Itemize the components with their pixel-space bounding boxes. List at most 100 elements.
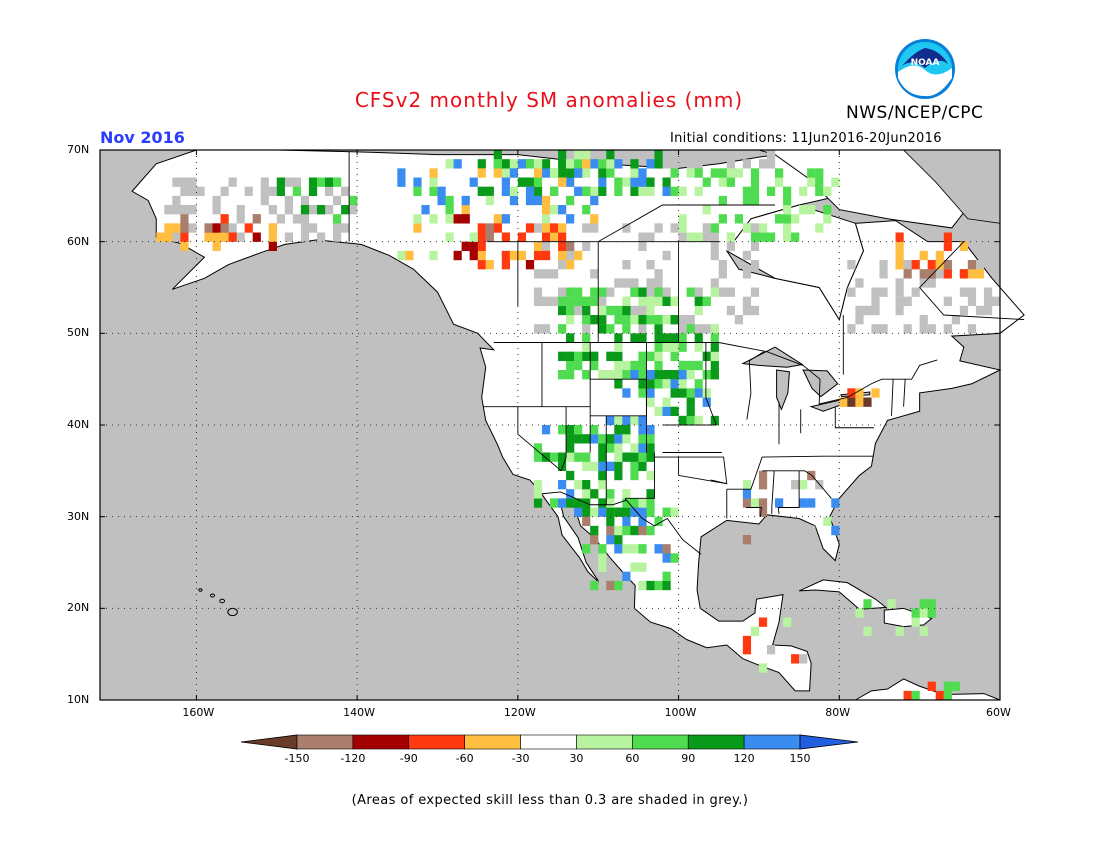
wet-anomaly-cell xyxy=(590,315,599,325)
wet-anomaly-cell xyxy=(598,544,607,554)
low-skill-patch xyxy=(638,305,647,316)
low-skill-patch xyxy=(718,269,727,279)
wet-anomaly-cell xyxy=(927,599,936,609)
dry-anomaly-cell xyxy=(164,223,173,233)
wet-anomaly-cell xyxy=(702,370,711,380)
wet-anomaly-cell xyxy=(533,452,543,462)
low-skill-patch xyxy=(268,186,277,197)
political-border-9 xyxy=(590,378,647,417)
low-skill-patch xyxy=(308,223,318,233)
low-skill-patch xyxy=(188,205,197,215)
mixed-anomaly-cell xyxy=(935,690,944,701)
wet-anomaly-cell xyxy=(638,360,647,371)
wet-anomaly-cell xyxy=(606,498,615,508)
wet-anomaly-cell xyxy=(622,388,631,398)
wet-anomaly-cell xyxy=(590,507,599,517)
political-border-14 xyxy=(678,456,728,485)
low-skill-patch xyxy=(718,287,727,297)
dry-anomaly-cell xyxy=(493,223,502,233)
dry-anomaly-cell xyxy=(935,260,944,270)
political-border-29 xyxy=(891,379,894,416)
wet-anomaly-cell xyxy=(276,186,285,197)
wet-anomaly-cell xyxy=(646,351,655,362)
wet-anomaly-cell xyxy=(654,544,663,554)
low-skill-patch xyxy=(188,223,197,233)
wet-anomaly-cell xyxy=(614,470,623,481)
wet-anomaly-cell xyxy=(654,296,663,307)
dry-anomaly-cell xyxy=(525,223,535,233)
political-border-11 xyxy=(625,452,655,501)
wet-anomaly-cell xyxy=(558,461,567,472)
mixed-anomaly-cell xyxy=(429,250,438,261)
mixed-anomaly-cell xyxy=(429,177,438,187)
low-skill-patch xyxy=(541,324,551,334)
low-skill-patch xyxy=(903,296,912,307)
low-skill-patch xyxy=(172,177,181,187)
dry-anomaly-cell xyxy=(911,260,920,270)
dry-anomaly-cell xyxy=(268,223,277,233)
wet-anomaly-cell xyxy=(630,562,639,572)
wet-anomaly-cell xyxy=(750,186,760,197)
wet-anomaly-cell xyxy=(582,150,591,160)
low-skill-patch xyxy=(983,296,993,307)
mixed-anomaly-cell xyxy=(775,498,784,508)
wet-anomaly-cell xyxy=(517,159,527,169)
low-skill-patch xyxy=(855,315,864,325)
dry-anomaly-cell xyxy=(855,388,864,398)
low-skill-patch xyxy=(750,287,760,297)
low-skill-patch xyxy=(260,177,269,187)
wet-anomaly-cell xyxy=(566,168,575,178)
wet-anomaly-cell xyxy=(654,324,663,334)
wet-anomaly-cell xyxy=(598,562,607,572)
low-skill-patch xyxy=(710,232,719,242)
wet-anomaly-cell xyxy=(662,177,671,187)
low-skill-patch xyxy=(895,287,904,297)
latitude-label: 30N xyxy=(67,509,90,523)
low-skill-patch xyxy=(686,150,695,160)
colorbar-label: 90 xyxy=(681,752,696,765)
dry-anomaly-cell xyxy=(212,241,221,252)
low-skill-patch xyxy=(726,241,735,252)
wet-anomaly-cell xyxy=(919,626,928,637)
wet-anomaly-cell xyxy=(582,168,591,178)
skill-note: (Areas of expected skill less than 0.3 a… xyxy=(351,793,749,808)
wet-anomaly-cell xyxy=(622,489,631,499)
mixed-anomaly-cell xyxy=(437,186,446,197)
dry-anomaly-cell xyxy=(919,269,928,279)
low-skill-patch xyxy=(710,241,719,252)
wet-anomaly-cell xyxy=(477,186,486,197)
wet-anomaly-cell xyxy=(638,333,647,343)
wet-anomaly-cell xyxy=(566,351,575,362)
political-border-24 xyxy=(746,507,762,517)
low-skill-patch xyxy=(308,205,318,215)
dry-anomaly-cell xyxy=(204,223,213,233)
dry-anomaly-cell xyxy=(895,260,904,270)
wet-anomaly-cell xyxy=(541,159,551,169)
wet-anomaly-cell xyxy=(582,351,591,362)
wet-anomaly-cell xyxy=(646,489,655,499)
wet-anomaly-cell xyxy=(783,186,792,197)
dry-anomaly-cell xyxy=(943,260,952,270)
wet-anomaly-cell xyxy=(590,525,599,536)
wet-anomaly-cell xyxy=(606,461,615,472)
wet-anomaly-cell xyxy=(646,177,655,187)
low-skill-patch xyxy=(935,269,944,279)
low-skill-patch xyxy=(750,241,760,252)
wet-anomaly-cell xyxy=(662,370,671,380)
political-border-7 xyxy=(517,406,562,472)
low-skill-patch xyxy=(734,315,744,325)
wet-anomaly-cell xyxy=(622,305,631,316)
low-skill-patch xyxy=(863,305,872,316)
wet-anomaly-cell xyxy=(702,351,711,362)
mixed-anomaly-cell xyxy=(501,214,510,224)
low-skill-patch xyxy=(654,278,663,288)
dry-anomaly-cell xyxy=(252,214,261,224)
mixed-anomaly-cell xyxy=(445,232,454,242)
wet-anomaly-cell xyxy=(598,168,607,178)
low-skill-patch xyxy=(236,214,245,224)
wet-anomaly-cell xyxy=(582,315,591,325)
wet-anomaly-cell xyxy=(606,370,615,380)
low-skill-patch xyxy=(654,269,663,279)
wet-anomaly-cell xyxy=(646,315,655,325)
wet-anomaly-cell xyxy=(614,305,623,316)
